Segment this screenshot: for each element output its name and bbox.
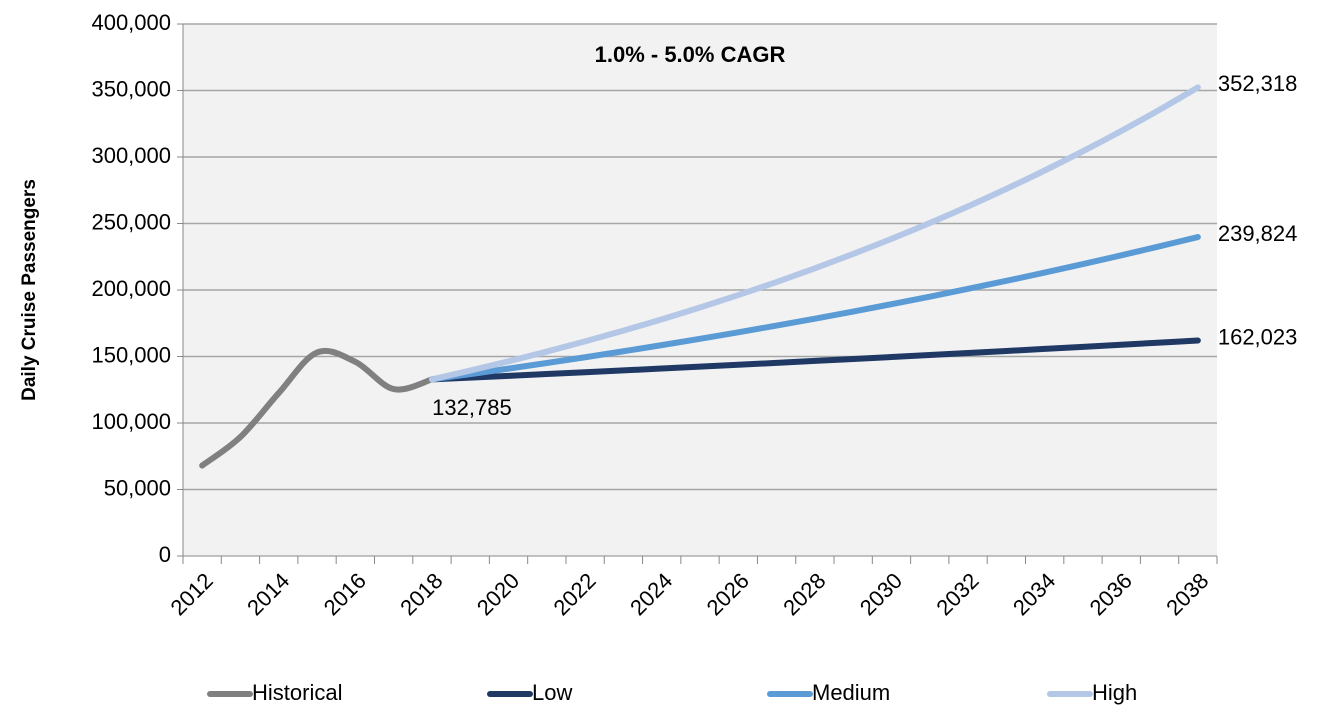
x-tick-label: 2036 [1085,568,1137,620]
legend-label: High [1092,680,1137,705]
y-tick-label: 50,000 [104,475,171,500]
y-tick-label: 350,000 [91,76,171,101]
x-tick-label: 2014 [242,568,294,620]
data-label: 162,023 [1218,324,1298,349]
data-label: 352,318 [1218,71,1298,96]
x-tick-label: 2034 [1008,568,1060,620]
x-tick-label: 2038 [1161,568,1213,620]
legend-label: Historical [252,680,342,705]
annotation: 1.0% - 5.0% CAGR [595,42,786,67]
data-label: 132,785 [432,395,512,420]
x-tick-label: 2030 [855,568,907,620]
x-tick-label: 2024 [625,568,677,620]
y-tick-label: 0 [159,542,171,567]
legend-label: Low [532,680,572,705]
legend-label: Medium [812,680,890,705]
y-tick-label: 200,000 [91,276,171,301]
y-tick-label: 150,000 [91,342,171,367]
x-tick-label: 2028 [778,568,830,620]
y-tick-label: 400,000 [91,10,171,35]
x-tick-label: 2020 [472,568,524,620]
x-tick-label: 2012 [166,568,218,620]
x-tick-label: 2026 [702,568,754,620]
x-tick-label: 2032 [931,568,983,620]
series-line [428,84,1201,383]
x-tick-label: 2016 [319,568,371,620]
y-axis-label: Daily Cruise Passengers [19,179,40,401]
y-tick-label: 300,000 [91,143,171,168]
x-tick-label: 2022 [548,568,600,620]
x-tick-label: 2018 [395,568,447,620]
data-label: 239,824 [1218,221,1298,246]
y-tick-label: 250,000 [91,209,171,234]
series-line [428,337,1201,383]
series-line [428,234,1201,383]
series-line [199,347,435,469]
y-tick-label: 100,000 [91,409,171,434]
